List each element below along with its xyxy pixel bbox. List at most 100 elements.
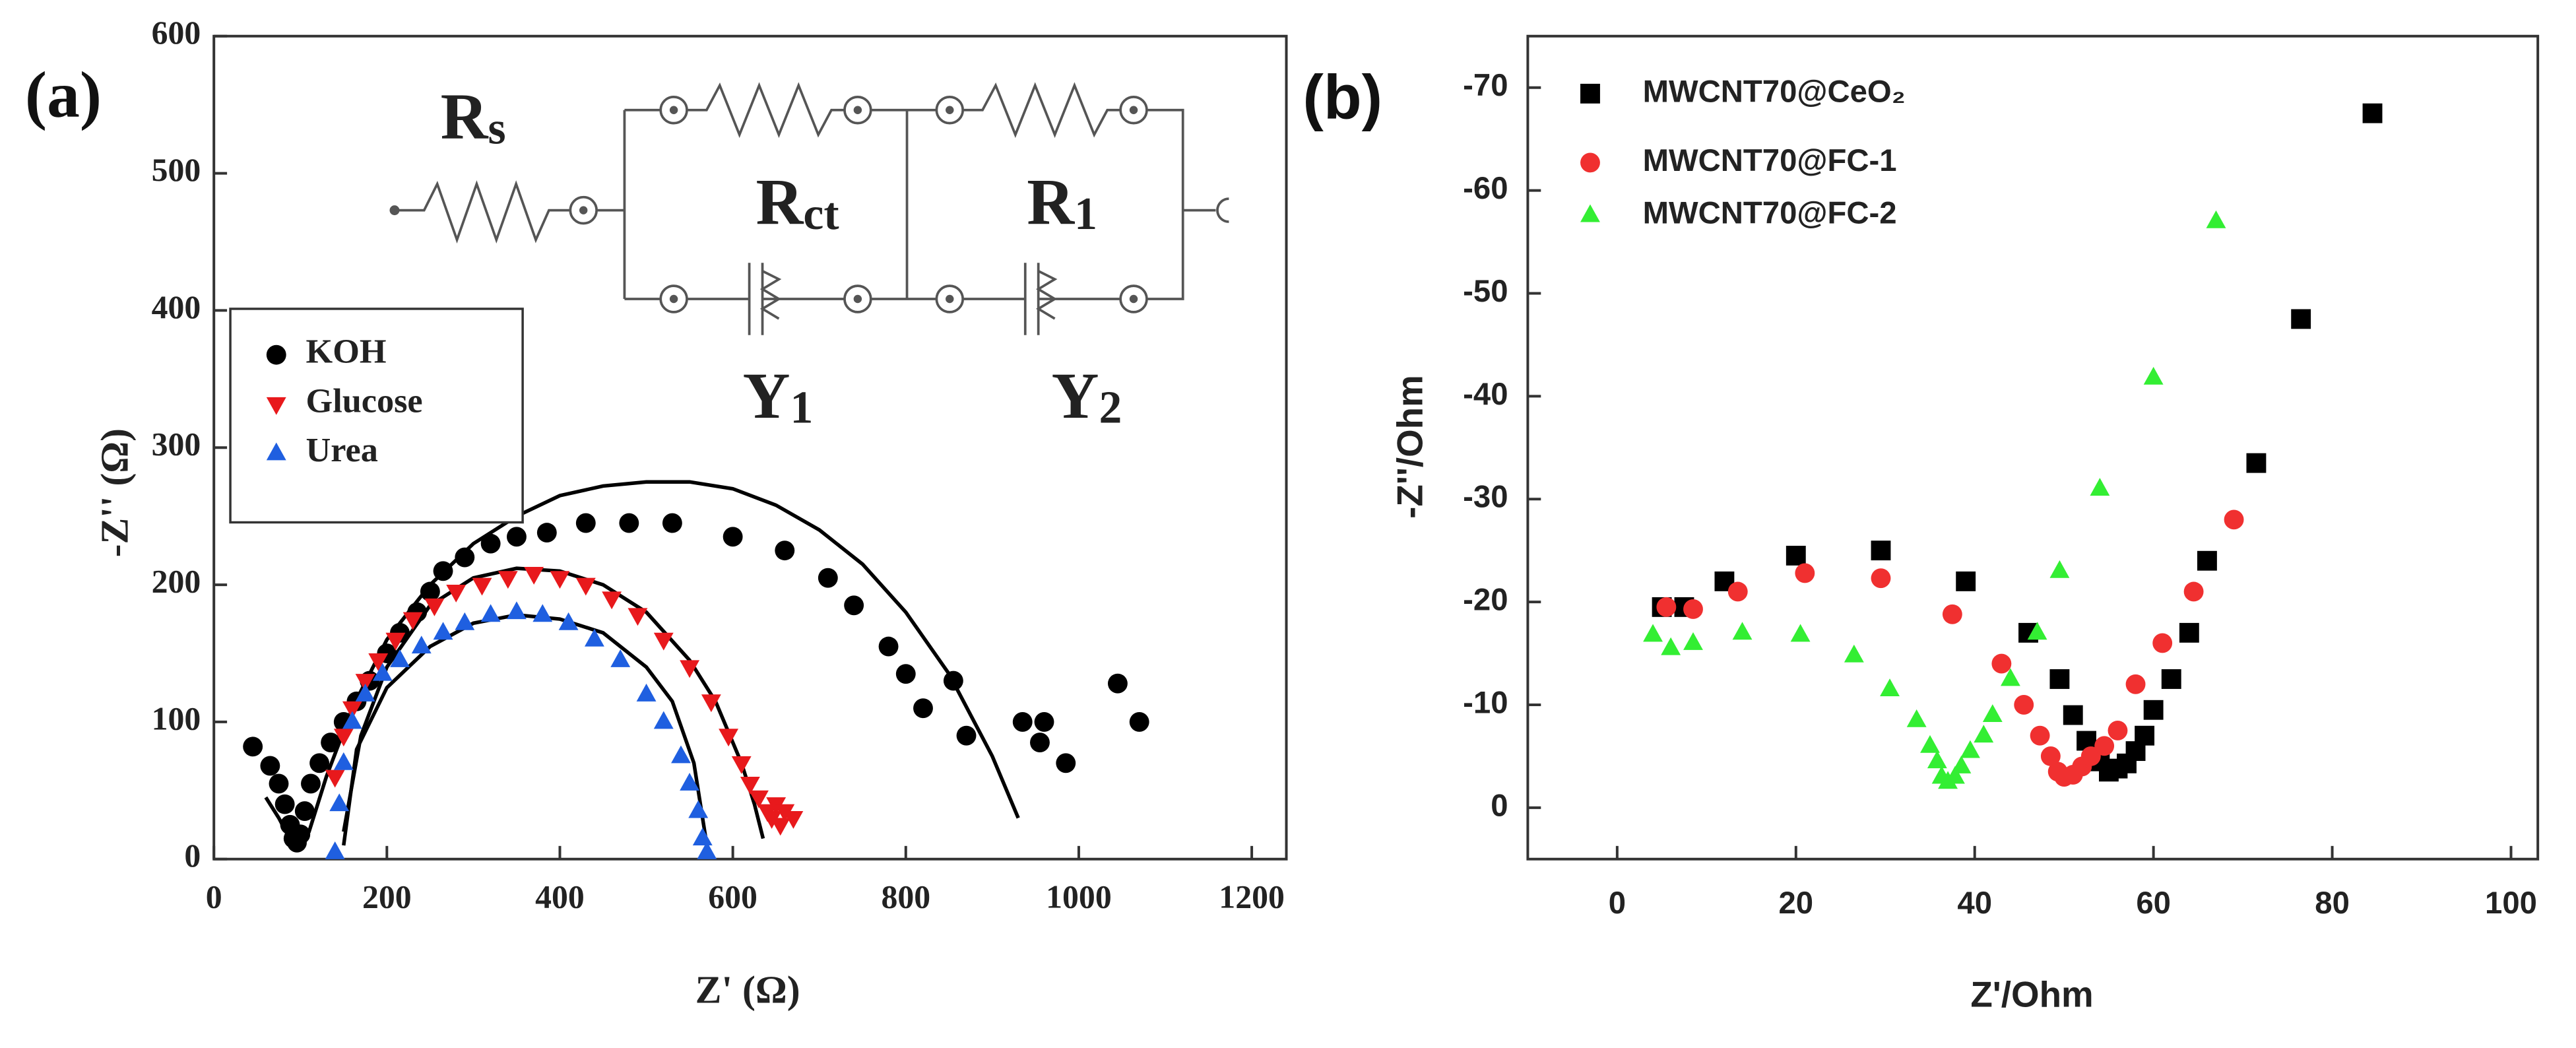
data-point (2014, 695, 2034, 715)
data-point (2049, 560, 2070, 578)
circuit-label: Y2 (1052, 359, 1122, 434)
data-point (584, 628, 604, 647)
data-point (662, 513, 682, 533)
data-point (333, 752, 354, 770)
panel-b: 0 20 40 60 80 100 0 -10 -20 -30 -40 -50 -60 -70 Z'/Ohm… (1303, 34, 2540, 1014)
x-axis-label: Z'/Ohm (1970, 973, 2093, 1014)
data-point (1107, 673, 1128, 694)
data-point (671, 745, 691, 764)
data-point (628, 608, 648, 626)
data-point (783, 810, 804, 829)
data-point (775, 540, 795, 561)
y-tick-label: -60 (1463, 171, 1508, 206)
data-point (290, 824, 311, 845)
data-point (243, 737, 263, 757)
x-tick-label: 400 (535, 878, 585, 915)
data-point (818, 568, 838, 588)
data-point (844, 595, 864, 616)
data-point (498, 571, 518, 589)
data-point (2027, 622, 2047, 640)
data-point (342, 711, 362, 729)
y-tick-label: 100 (152, 700, 201, 737)
data-point (342, 701, 362, 719)
y-tick-label: -70 (1463, 68, 1508, 103)
data-point (507, 601, 527, 620)
data-point (1661, 637, 1681, 655)
data-point (1790, 624, 1811, 642)
data-point (1643, 624, 1663, 642)
data-point (2000, 668, 2020, 686)
circuit-wires (596, 82, 1216, 335)
data-point (424, 598, 445, 616)
data-point (325, 841, 345, 859)
y-tick-label: -50 (1463, 274, 1508, 309)
data-point (558, 612, 579, 630)
data-point (433, 561, 453, 581)
y-tick-label: -10 (1463, 685, 1508, 720)
data-point (1974, 725, 1994, 743)
data-point (2094, 736, 2115, 756)
data-point (1920, 735, 1940, 753)
data-point (1906, 709, 1927, 727)
data-point (355, 683, 375, 702)
data-point (697, 841, 717, 859)
data-point (610, 649, 631, 667)
panel-label: (b) (1303, 62, 1382, 132)
data-point (1927, 750, 1947, 769)
data-point (1732, 622, 1753, 640)
data-point (1795, 563, 1815, 583)
data-point (575, 513, 596, 533)
data-point (2108, 720, 2128, 740)
legend-marker (1580, 204, 1600, 222)
data-point (1991, 653, 2012, 674)
x-tick-label: 600 (708, 878, 757, 915)
circuit-label: Rct (756, 165, 839, 240)
data-point (333, 729, 354, 747)
x-tick-label: 1200 (1219, 878, 1285, 915)
data-point (294, 801, 315, 821)
data-point (480, 533, 501, 554)
data-point (1956, 571, 1976, 591)
data-point (309, 753, 330, 773)
data-point (455, 547, 475, 568)
data-point (701, 694, 721, 713)
data-point (368, 653, 389, 671)
data-point (1982, 704, 2003, 722)
data-point (1871, 568, 1891, 589)
y-tick-label: 0 (1491, 788, 1508, 823)
data-point (321, 733, 341, 753)
data-point (723, 527, 743, 547)
data-point (550, 571, 570, 589)
data-point (653, 711, 674, 729)
y-tick-label: -20 (1463, 583, 1508, 618)
data-point (1960, 740, 1980, 758)
data-point (575, 577, 596, 596)
data-point (731, 756, 752, 774)
legend-label: MWCNT70@CeO₂ (1643, 74, 1906, 109)
data-point (1056, 753, 1076, 773)
data-point (1129, 711, 1149, 732)
x-tick-label: 40 (1957, 886, 1992, 921)
legend-marker (266, 344, 286, 365)
x-tick-label: 60 (2136, 886, 2171, 921)
data-point (740, 776, 760, 795)
data-point (2080, 746, 2101, 766)
data-point (2152, 633, 2173, 653)
circuit-diagram (389, 82, 1229, 335)
data-point (2143, 700, 2164, 720)
data-point (1945, 766, 1965, 784)
x-tick-label: 100 (2485, 886, 2537, 921)
data-point (2135, 725, 2155, 746)
data-point (536, 523, 557, 543)
data-point (680, 660, 700, 678)
data-point (402, 612, 423, 630)
panel-label: (a) (25, 58, 102, 131)
data-point (480, 604, 501, 622)
data-point (532, 604, 553, 622)
data-point (2206, 210, 2226, 228)
x-tick-label: 0 (1609, 886, 1626, 921)
data-point (1727, 581, 1748, 602)
data-point (507, 527, 527, 547)
data-point (2143, 366, 2164, 385)
x-tick-label: 1000 (1046, 878, 1112, 915)
